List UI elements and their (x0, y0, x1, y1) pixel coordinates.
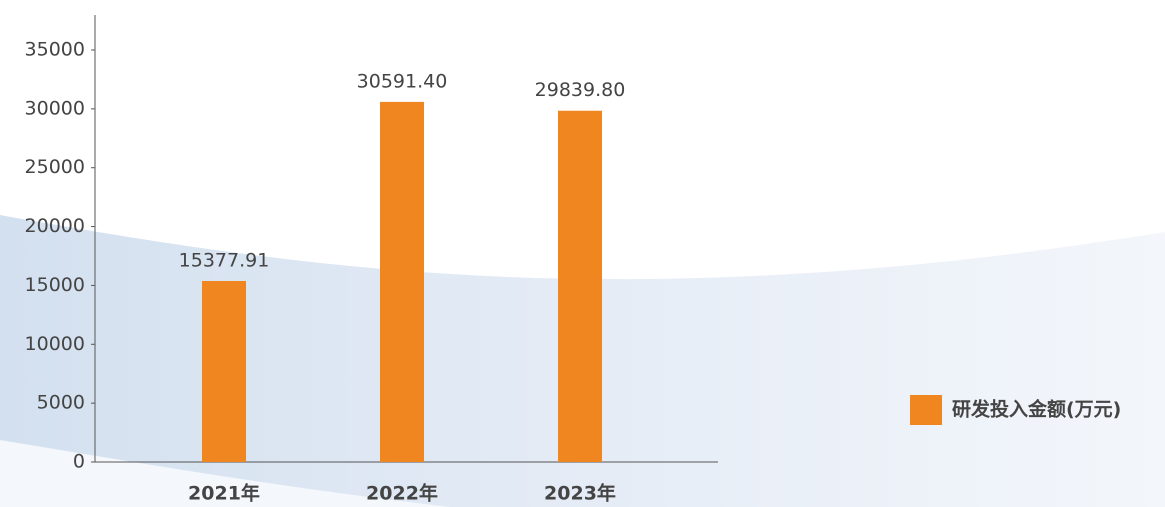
x-tick-label: 2021年 (188, 482, 260, 505)
data-label: 29839.80 (535, 79, 626, 101)
y-tick-label: 35000 (25, 39, 85, 61)
y-tick-label: 15000 (25, 274, 85, 296)
legend-swatch (910, 395, 942, 425)
legend-label: 研发投入金额(万元) (952, 398, 1121, 421)
y-tick-label: 10000 (25, 333, 85, 355)
bar (558, 110, 602, 463)
bar (380, 101, 424, 463)
background-wave (0, 440, 450, 507)
x-tick-label: 2022年 (366, 482, 438, 505)
y-tick-label: 0 (73, 451, 85, 473)
y-tick-label: 30000 (25, 97, 85, 119)
bar (202, 280, 246, 462)
y-tick-label: 5000 (37, 392, 85, 414)
y-tick-label: 20000 (25, 215, 85, 237)
y-tick-label: 25000 (25, 156, 85, 178)
data-label: 15377.91 (179, 249, 270, 271)
x-tick-label: 2023年 (544, 482, 616, 505)
data-label: 30591.40 (357, 70, 448, 92)
